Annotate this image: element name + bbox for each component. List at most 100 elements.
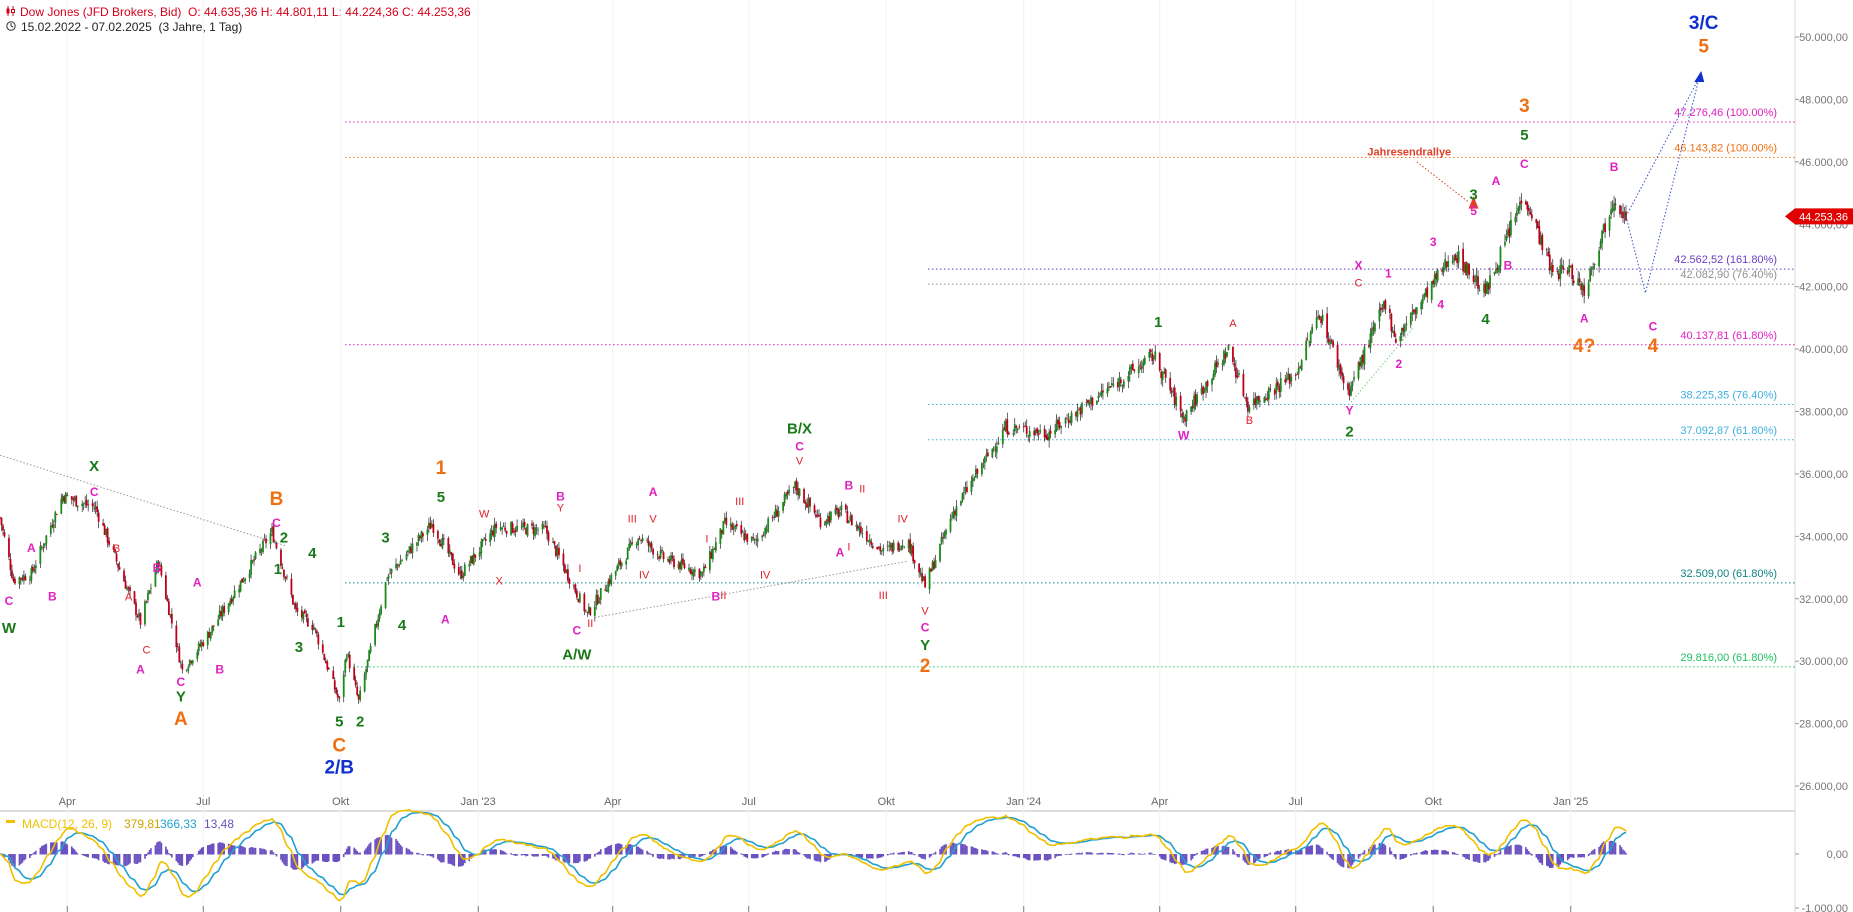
macd-histogram-bar xyxy=(1611,841,1614,855)
candle xyxy=(1294,372,1297,381)
macd-histogram-bar xyxy=(531,854,533,856)
candle xyxy=(535,523,538,535)
candle xyxy=(1442,262,1445,277)
candle xyxy=(156,560,158,575)
macd-histogram-bar xyxy=(522,854,524,856)
candle xyxy=(898,543,901,553)
wave-label: V xyxy=(796,456,804,468)
candle xyxy=(682,553,684,566)
candle xyxy=(1329,335,1331,350)
candle xyxy=(1463,261,1466,274)
price-axis-tick-label: 38.000,00 xyxy=(1799,407,1848,419)
wave-label: A xyxy=(136,663,145,677)
macd-histogram-bar xyxy=(1066,853,1068,855)
macd-histogram-bar xyxy=(756,854,759,859)
candle xyxy=(438,538,441,547)
candle xyxy=(1163,367,1166,374)
candle xyxy=(578,591,581,604)
candle xyxy=(1122,378,1125,390)
candle xyxy=(374,623,377,647)
candle xyxy=(218,605,221,620)
macd-histogram-bar xyxy=(604,848,607,855)
candle xyxy=(1305,337,1308,361)
candle xyxy=(8,534,10,561)
macd-histogram-bar xyxy=(1456,854,1458,855)
macd-histogram-bar xyxy=(1085,852,1088,855)
macd-histogram-bar xyxy=(692,854,695,858)
candle xyxy=(516,519,518,533)
macd-histogram-bar xyxy=(260,848,263,855)
candle xyxy=(206,630,209,650)
candle xyxy=(918,563,921,578)
macd-histogram-bar xyxy=(359,852,361,855)
macd-histogram-bar xyxy=(750,854,753,859)
macd-histogram-bar xyxy=(348,846,351,855)
candle xyxy=(1562,259,1565,274)
macd-histogram-bar xyxy=(419,853,421,855)
macd-histogram-bar xyxy=(1475,854,1478,862)
price-axis-tick-label: 50.000,00 xyxy=(1799,32,1848,44)
candle xyxy=(555,544,557,558)
macd-histogram-bar xyxy=(1253,854,1255,864)
candle xyxy=(1179,391,1182,418)
macd-histogram-bar xyxy=(1362,852,1364,855)
macd-histogram-bar xyxy=(399,844,402,855)
candle xyxy=(72,496,75,507)
macd-histogram-bar xyxy=(217,843,219,855)
macd-histogram-bar xyxy=(1415,852,1418,855)
macd-histogram-bar xyxy=(1529,853,1532,855)
candle xyxy=(572,583,575,590)
candle xyxy=(66,492,69,497)
macd-histogram-bar xyxy=(160,842,163,855)
instrument-name: Dow Jones (JFD Brokers, Bid) xyxy=(20,5,182,19)
macd-histogram-bar xyxy=(513,854,515,856)
candle xyxy=(1037,429,1040,441)
candle xyxy=(34,560,37,575)
candle xyxy=(105,528,108,538)
candle xyxy=(1581,282,1584,298)
candle xyxy=(1185,409,1188,428)
fib-label: 38.225,35 (76.40%) xyxy=(1680,389,1777,401)
macd-histogram-bar xyxy=(1562,854,1565,862)
candle xyxy=(1517,205,1520,215)
candle xyxy=(97,509,100,529)
wave-label: I xyxy=(847,541,850,553)
candle xyxy=(544,520,547,528)
macd-histogram-bar xyxy=(610,844,613,855)
macd-histogram-bar xyxy=(1205,848,1207,855)
candle xyxy=(253,555,255,566)
macd-histogram-bar xyxy=(987,851,989,855)
macd-histogram-bar xyxy=(1541,854,1544,865)
macd-histogram-bar xyxy=(724,844,726,855)
candle xyxy=(1538,219,1541,245)
macd-histogram-bar xyxy=(903,851,905,855)
macd-histogram-bar xyxy=(1279,850,1282,855)
candle xyxy=(300,605,303,622)
candle xyxy=(732,523,735,536)
candle xyxy=(175,620,178,653)
candle xyxy=(1091,396,1094,411)
macd-histogram-bar xyxy=(786,849,789,855)
macd-histogram-bar xyxy=(1583,854,1585,858)
macd-histogram-bar xyxy=(1578,854,1581,858)
wave-label: 3 xyxy=(1469,186,1477,203)
macd-histogram-bar xyxy=(782,850,784,855)
candle xyxy=(901,539,904,550)
candle xyxy=(269,528,272,549)
candle xyxy=(112,544,115,553)
candle xyxy=(558,542,560,559)
macd-legend-swatch xyxy=(6,820,15,823)
macd-histogram-bar xyxy=(1154,853,1157,855)
wave-label: C xyxy=(1520,157,1529,171)
candle xyxy=(846,505,849,524)
candle xyxy=(1535,218,1538,230)
candle xyxy=(1348,382,1351,401)
candle xyxy=(1505,229,1508,243)
candle xyxy=(900,545,903,551)
macd-histogram-bar xyxy=(1320,847,1322,855)
macd-histogram-bar xyxy=(336,854,339,862)
candle xyxy=(1255,395,1258,410)
candle xyxy=(722,520,725,535)
candle xyxy=(1433,271,1436,288)
